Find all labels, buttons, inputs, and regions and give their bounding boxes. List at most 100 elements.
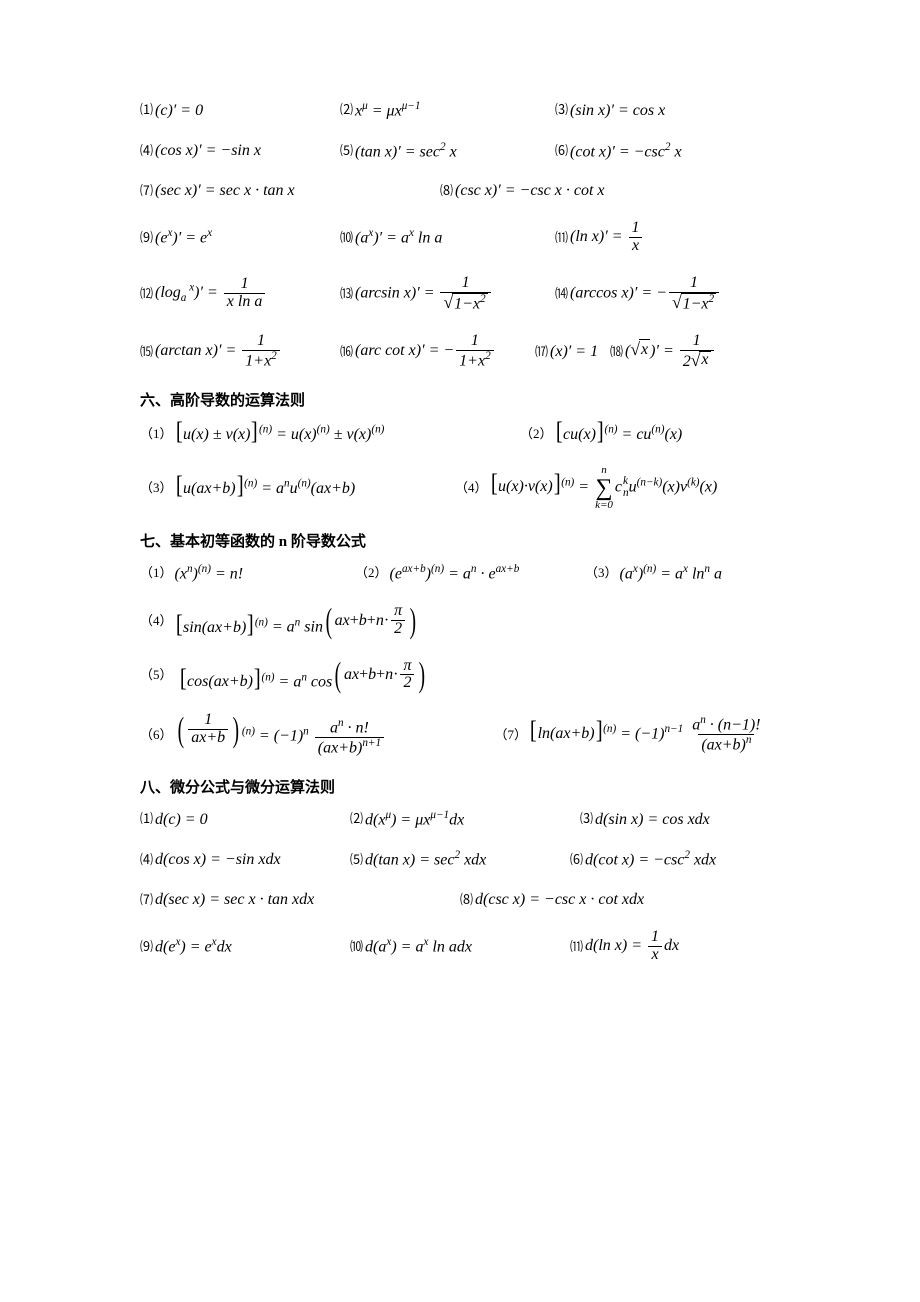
formula-number: ⒅	[610, 344, 623, 360]
formula-number: ⑴	[140, 102, 153, 118]
formula-expression: (xn)(n) = n!	[175, 563, 244, 584]
formula-expression: d(xμ) = μxμ−1dx	[365, 809, 464, 830]
formula-number: ⑹	[555, 143, 568, 159]
formula-number: ⑺	[140, 892, 153, 908]
derivative-formula: ⒃(arc cot x)′ = −11+x2	[340, 333, 535, 370]
formula-number: （3）	[585, 565, 618, 581]
derivative-formula: ⒂(arctan x)′ = 11+x2	[140, 333, 340, 370]
differential-formula: ⑵d(xμ) = μxμ−1dx	[350, 809, 580, 830]
formula-number: ⑸	[350, 852, 363, 868]
derivative-formula: ⒁(arccos x)′ = −11−x2	[555, 275, 775, 313]
derivative-formula: ⑾(ln x)′ = 1x	[555, 220, 755, 255]
section-high-order: （1）[u(x) ± v(x)](n) = u(x)(n) ± v(x)(n)（…	[140, 422, 790, 510]
formula-expression: d(ex) = exdx	[155, 936, 232, 957]
derivative-formula: ⑽(ax)′ = ax ln a	[340, 227, 555, 248]
formula-row: ⑴d(c) = 0⑵d(xμ) = μxμ−1dx⑶d(sin x) = cos…	[140, 809, 790, 830]
formula-row: （4）[sin(ax+b)](n) = an sin(ax+b+n·π2)	[140, 603, 790, 638]
differential-formula: ⑶d(sin x) = cos xdx	[580, 810, 780, 829]
differential-formula: ⑺d(sec x) = sec x · tan xdx	[140, 890, 460, 909]
formula-expression: d(sin x) = cos xdx	[595, 810, 710, 829]
formula-number: （7）	[495, 727, 528, 743]
formula-expression: (sec x)′ = sec x · tan x	[155, 181, 295, 200]
formula-number: （4）	[140, 613, 173, 629]
formula-number: ⒀	[340, 286, 353, 302]
formula-expression: [u(x) ± v(x)](n) = u(x)(n) ± v(x)(n)	[175, 422, 385, 444]
formula-expression: d(tan x) = sec2 xdx	[365, 849, 486, 870]
section-nth-derivative: （1）(xn)(n) = n! （2）(eax+b)(n) = an · eax+…	[140, 563, 790, 757]
formula-expression: (arcsin x)′ = 11−x2	[355, 275, 493, 313]
formula-expression: (eax+b)(n) = an · eax+b	[390, 563, 520, 584]
formula-expression: [cos(ax+b)](n) = an cos(ax+b+n·π2)	[175, 658, 429, 693]
differential-formula: ⑻d(csc x) = −csc x · cot xdx	[460, 890, 760, 909]
differential-formula: ⑷d(cos x) = −sin xdx	[140, 850, 350, 869]
formula-expression: (ax)′ = ax ln a	[355, 227, 442, 248]
derivative-formula: ⑻(csc x)′ = −csc x · cot x	[440, 181, 740, 200]
formula-expression: d(sec x) = sec x · tan xdx	[155, 890, 314, 909]
derivative-formula: ⑺(sec x)′ = sec x · tan x	[140, 181, 440, 200]
high-order-formula: （1）[u(x) ± v(x)](n) = u(x)(n) ± v(x)(n)	[140, 422, 520, 444]
differential-formula: ⑾d(ln x) = 1xdx	[570, 929, 770, 964]
formula-row: （5） [cos(ax+b)](n) = an cos(ax+b+n·π2)	[140, 658, 790, 693]
heading-nth-derivative: 七、基本初等函数的 n 阶导数公式	[140, 533, 790, 551]
formula-row: ⑴(c)′ = 0 ⑵xμ = μxμ−1⑶(sin x)′ = cos x	[140, 100, 790, 121]
derivative-formula: ⑷(cos x)′ = −sin x	[140, 141, 340, 160]
derivative-formula: ⑿(loga x)′ = 1x ln a	[140, 276, 340, 311]
formula-expression: (c)′ = 0	[155, 101, 203, 120]
formula-row: （3）[u(ax+b)](n) = anu(n)(ax+b)（4）[u(x)·v…	[140, 465, 790, 511]
formula-row: ⑷(cos x)′ = −sin x⑸(tan x)′ = sec2 x ⑹(co…	[140, 141, 790, 162]
formula-number: （2）	[355, 565, 388, 581]
formula-expression: d(ln x) = 1xdx	[585, 929, 679, 964]
formula-number: （2）	[520, 426, 553, 442]
formula-number: ⑶	[580, 811, 593, 827]
nth-derivative-formula: （6）(1ax+b)(n) = (−1)n an · n!(ax+b)n+1	[140, 712, 495, 757]
heading-differential: 八、微分公式与微分运算法则	[140, 779, 790, 797]
formula-expression: d(cot x) = −csc2 xdx	[585, 849, 716, 870]
formula-expression: (tan x)′ = sec2 x	[355, 141, 457, 162]
formula-number: ⑶	[555, 102, 568, 118]
formula-expression: (ln x)′ = 1x	[570, 220, 645, 255]
formula-row: （1）(xn)(n) = n! （2）(eax+b)(n) = an · eax+…	[140, 563, 790, 584]
formula-number: ⑷	[140, 143, 153, 159]
differential-formula: ⑹d(cot x) = −csc2 xdx	[570, 849, 770, 870]
formula-expression: d(cos x) = −sin xdx	[155, 850, 281, 869]
high-order-formula: （3）[u(ax+b)](n) = anu(n)(ax+b)	[140, 476, 455, 498]
formula-expression: (ax)(n) = ax lnn a	[620, 563, 723, 584]
formula-number: ⒃	[340, 344, 353, 360]
formula-number: ⑸	[340, 143, 353, 159]
formula-number: （3）	[140, 480, 173, 496]
formula-row: ⑺d(sec x) = sec x · tan xdx⑻d(csc x) = −…	[140, 890, 790, 909]
section-derivative-table: ⑴(c)′ = 0⑵xμ = μxμ−1⑶(sin x)′ = cos x⑷(c…	[140, 100, 790, 370]
formula-number: ⑼	[140, 939, 153, 955]
formula-expression: [ln(ax+b)](n) = (−1)n−1 an · (n−1)!(ax+b…	[529, 715, 766, 754]
formula-row: ⑺(sec x)′ = sec x · tan x⑻(csc x)′ = −cs…	[140, 181, 790, 200]
derivative-formula: ⑹(cot x)′ = −csc2 x	[555, 141, 755, 162]
formula-number: ⒁	[555, 286, 568, 302]
derivative-formula: ⑶(sin x)′ = cos x	[555, 101, 755, 120]
derivative-formula: ⒀(arcsin x)′ = 11−x2	[340, 275, 555, 313]
formula-number: ⒄	[535, 344, 548, 360]
formula-expression: (loga x)′ = 1x ln a	[155, 276, 267, 311]
formula-expression: [cu(x)](n) = cu(n)(x)	[555, 422, 683, 444]
formula-row: ⑼d(ex) = exdx⑽d(ax) = ax ln adx⑾d(ln x) …	[140, 929, 790, 964]
formula-expression: d(csc x) = −csc x · cot xdx	[475, 890, 644, 909]
formula-number: ⑷	[140, 852, 153, 868]
derivative-formula: ⑼(ex)′ = ex	[140, 227, 340, 248]
formula-number: ⑾	[570, 939, 583, 955]
nth-derivative-formula: （2）(eax+b)(n) = an · eax+b	[355, 563, 585, 584]
nth-derivative-formula: （4）[sin(ax+b)](n) = an sin(ax+b+n·π2)	[140, 603, 780, 638]
formula-expression: (csc x)′ = −csc x · cot x	[455, 181, 605, 200]
differential-formula: ⑽d(ax) = ax ln adx	[350, 936, 570, 957]
formula-expression: [u(ax+b)](n) = anu(n)(ax+b)	[175, 476, 356, 498]
formula-number: ⑾	[555, 230, 568, 246]
differential-formula: ⑴d(c) = 0	[140, 810, 350, 829]
derivative-formula: ⑵xμ = μxμ−1	[340, 100, 555, 121]
formula-number: （5）	[140, 667, 173, 683]
differential-formula: ⑼d(ex) = exdx	[140, 936, 350, 957]
formula-expression: d(c) = 0	[155, 810, 208, 829]
formula-expression: xμ = μxμ−1	[355, 100, 420, 121]
formula-number: ⑽	[350, 939, 363, 955]
page-content: ⑴(c)′ = 0⑵xμ = μxμ−1⑶(sin x)′ = cos x⑷(c…	[0, 0, 920, 1064]
formula-expression: (arc cot x)′ = −11+x2	[355, 333, 496, 370]
formula-number: （1）	[140, 565, 173, 581]
nth-derivative-formula: （7）[ln(ax+b)](n) = (−1)n−1 an · (n−1)!(a…	[495, 715, 790, 754]
